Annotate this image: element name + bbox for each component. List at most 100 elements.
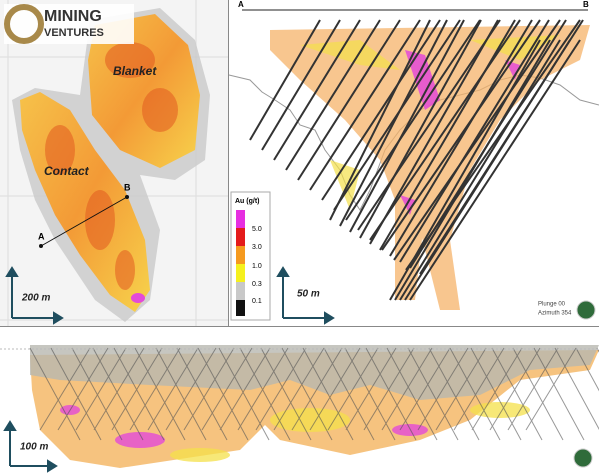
drillhole xyxy=(404,39,571,301)
drillhole xyxy=(489,347,541,431)
drillhole xyxy=(393,19,561,261)
drillhole xyxy=(417,347,469,431)
drillhole xyxy=(92,347,144,441)
plan-magenta xyxy=(131,293,145,303)
scale-label: 50 m xyxy=(297,289,320,300)
drillhole xyxy=(339,19,448,227)
section-label: A xyxy=(238,0,244,9)
zone-label: Contact xyxy=(44,164,90,178)
drillhole xyxy=(345,347,397,431)
section-end xyxy=(39,244,43,248)
drillhole xyxy=(512,347,564,441)
drillhole xyxy=(525,347,577,431)
drillhole xyxy=(386,347,438,441)
drillhole xyxy=(273,347,325,431)
scale-arrows xyxy=(5,266,64,325)
logo-line2: VENTURES xyxy=(44,27,104,39)
drillhole xyxy=(302,347,354,441)
drillhole xyxy=(491,347,543,441)
drillhole xyxy=(554,347,599,431)
drillhole xyxy=(50,347,102,441)
drillhole xyxy=(409,39,581,301)
drillhole xyxy=(239,347,291,441)
compass xyxy=(573,448,593,468)
scale-arrows xyxy=(276,266,335,325)
drillhole xyxy=(428,347,480,441)
drillhole xyxy=(75,347,127,431)
drillhole xyxy=(57,347,109,431)
drillhole xyxy=(349,19,465,233)
drillhole xyxy=(29,347,81,441)
drillhole xyxy=(273,19,361,161)
drillhole xyxy=(281,347,333,441)
drillhole xyxy=(471,347,523,431)
drillhole xyxy=(165,347,217,431)
drillhole xyxy=(309,347,361,431)
drillhole xyxy=(394,39,551,301)
section-end xyxy=(125,195,129,199)
drillhole xyxy=(218,347,270,441)
drillhole xyxy=(381,347,433,431)
drillhole xyxy=(93,347,145,431)
compass xyxy=(576,300,596,320)
drillhole xyxy=(261,19,341,151)
view-azimuth: Azimuth 354 xyxy=(538,311,572,317)
section-label: B xyxy=(583,0,589,9)
legend-label: 3.0 xyxy=(252,244,262,251)
drillhole xyxy=(219,347,271,431)
drillhole xyxy=(399,19,550,263)
drillhole xyxy=(575,347,599,392)
drillhole xyxy=(291,347,343,431)
drillhole xyxy=(365,347,417,441)
section-line xyxy=(40,196,128,247)
drillhole xyxy=(297,19,401,181)
drillhole xyxy=(147,347,199,431)
drillhole xyxy=(327,347,379,431)
drillhole xyxy=(369,19,499,245)
scale-label: 100 m xyxy=(20,442,48,453)
drillhole xyxy=(176,347,228,441)
section-label: B xyxy=(124,182,131,192)
drillhole xyxy=(237,347,289,431)
drillhole xyxy=(197,347,249,441)
drillhole xyxy=(359,19,482,239)
scale-label: 200 m xyxy=(21,293,50,304)
drillhole xyxy=(399,39,561,301)
scale-arrows xyxy=(3,420,58,473)
drillhole xyxy=(39,347,91,431)
drillhole xyxy=(470,347,522,441)
drillhole xyxy=(363,347,415,431)
drillhole xyxy=(113,347,165,441)
drillhole xyxy=(389,19,533,257)
logo-line1: MINING xyxy=(44,8,102,25)
drillhole xyxy=(155,347,207,441)
drillhole xyxy=(345,19,481,221)
plan-high-grade xyxy=(45,42,178,290)
drillhole xyxy=(183,347,235,431)
drillhole xyxy=(357,19,501,231)
drillhole xyxy=(344,347,396,441)
drillhole xyxy=(407,347,459,441)
drillhole xyxy=(533,347,585,441)
logo-mark xyxy=(4,4,44,44)
drillhole xyxy=(129,347,181,431)
drillhole xyxy=(381,19,541,251)
drillhole xyxy=(134,347,186,441)
drillhole xyxy=(369,19,521,241)
drillhole xyxy=(507,347,559,431)
drillhole xyxy=(111,347,163,431)
drillhole xyxy=(329,19,431,221)
drillhole xyxy=(321,19,441,201)
long-upper xyxy=(30,345,599,400)
drillholes xyxy=(249,19,584,301)
drillhole xyxy=(285,19,381,171)
view-plunge: Plunge 00 xyxy=(538,302,566,308)
drillhole xyxy=(249,19,321,141)
drillhole xyxy=(379,19,516,251)
legend-label: 5.0 xyxy=(252,226,262,233)
drillhole xyxy=(389,39,541,301)
section-label: A xyxy=(38,231,45,241)
drillhole xyxy=(453,347,505,431)
drillhole xyxy=(255,347,307,431)
